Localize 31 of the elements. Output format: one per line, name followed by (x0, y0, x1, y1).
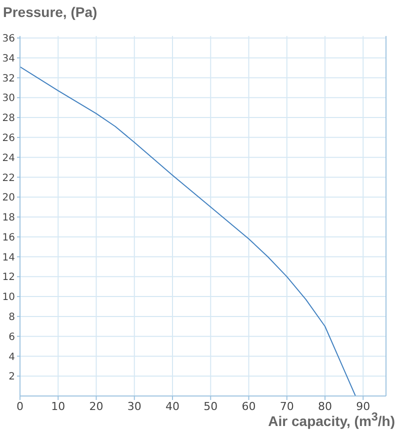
y-axis-title: Pressure, (Pa) (3, 4, 98, 20)
y-tick-label: 18 (2, 212, 15, 224)
y-tick-label: 12 (2, 272, 15, 284)
x-tick-label: 60 (242, 400, 256, 413)
y-tick-label: 36 (2, 34, 15, 45)
x-tick-label: 80 (318, 400, 332, 413)
y-tick-label: 26 (2, 132, 15, 144)
x-axis-title: Air capacity, (m$^{3}$/h) (268, 410, 395, 429)
y-tick-label: 10 (2, 292, 15, 304)
y-tick-label: 2 (8, 372, 15, 383)
y-tick-label: 8 (8, 312, 15, 323)
x-tick-label: 20 (89, 400, 104, 413)
y-tick-label: 24 (2, 152, 15, 164)
x-tick-label: 50 (204, 400, 218, 413)
y-tick-label: 32 (2, 73, 15, 84)
y-tick-label: 6 (8, 332, 15, 343)
y-tick-label: 34 (2, 53, 15, 64)
y-tick-label: 22 (2, 172, 15, 184)
x-tick-label: 30 (127, 400, 142, 413)
line-series (20, 66, 356, 396)
y-tick-label: 30 (2, 93, 15, 104)
x-tick-label: 10 (51, 400, 66, 413)
y-tick-label: 16 (2, 232, 15, 244)
x-tick-label: 0 (16, 400, 24, 413)
y-tick-label: 20 (2, 192, 15, 204)
x-tick-label: 90 (356, 400, 370, 413)
x-tick-label: 70 (280, 400, 294, 413)
y-tick-label: 4 (8, 352, 15, 363)
y-tick-label: 28 (2, 113, 15, 124)
x-tick-label: 40 (166, 400, 180, 413)
y-tick-label: 14 (2, 252, 15, 264)
